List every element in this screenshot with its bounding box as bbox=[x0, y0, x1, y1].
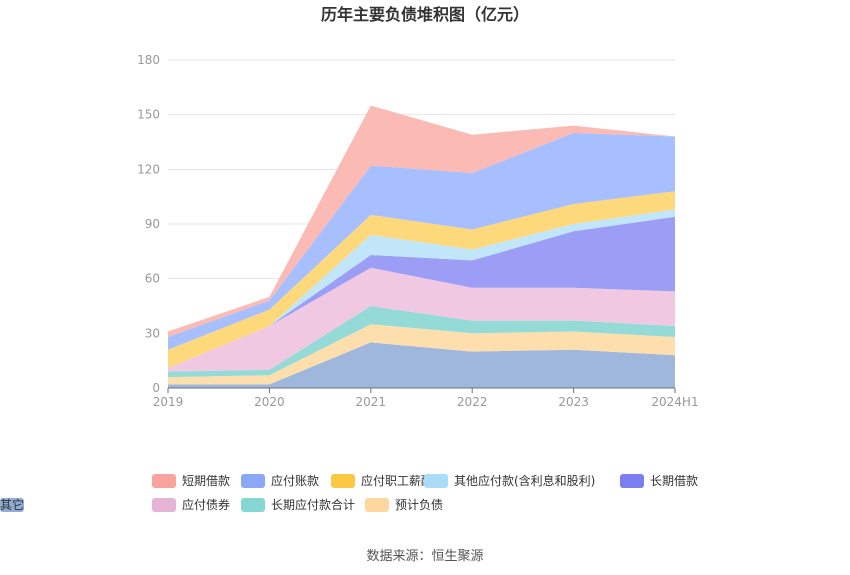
x-tick-label: 2022 bbox=[457, 395, 488, 409]
legend-label: 其他应付款(含利息和股利) bbox=[454, 473, 595, 488]
x-tick-label: 2020 bbox=[254, 395, 285, 409]
x-tick-label: 2024H1 bbox=[651, 395, 698, 409]
y-tick-label: 60 bbox=[145, 272, 160, 286]
legend-label: 预计负债 bbox=[395, 498, 443, 512]
y-tick-label: 150 bbox=[137, 108, 160, 122]
legend-item[interactable]: 应付职工薪酬 bbox=[331, 473, 433, 488]
legend-item[interactable]: 短期借款 bbox=[152, 474, 230, 488]
legend-swatch bbox=[241, 498, 265, 512]
area-长期借款 bbox=[168, 216, 675, 368]
y-tick-label: 90 bbox=[145, 217, 160, 231]
area-应付账款 bbox=[168, 132, 675, 350]
legend-label: 应付债券 bbox=[182, 497, 230, 512]
y-tick-label: 30 bbox=[145, 326, 160, 340]
axes: 0 30 60 90 120 150 180 2019 2020 2021 2022 2023 2024… bbox=[137, 53, 699, 409]
plot-area bbox=[168, 105, 675, 388]
y-tick-label: 0 bbox=[152, 381, 160, 395]
y-tick-label: 120 bbox=[137, 162, 160, 176]
area-预计负债 bbox=[168, 324, 675, 385]
area-应付债券 bbox=[168, 267, 675, 372]
legend-label: 短期借款 bbox=[182, 474, 230, 488]
legend-label: 应付职工薪酬 bbox=[361, 473, 433, 488]
legend-label: 其它 bbox=[0, 497, 24, 512]
legend-swatch bbox=[152, 498, 176, 512]
legend-item[interactable]: 应付债券 bbox=[152, 497, 230, 512]
area-应付职工薪酬 bbox=[168, 191, 675, 368]
area-短期借款 bbox=[168, 105, 675, 337]
y-tick-label: 180 bbox=[137, 53, 160, 67]
legend-item[interactable]: 长期应付款合计 bbox=[241, 497, 355, 512]
legend-swatch bbox=[365, 498, 389, 512]
legend-item[interactable]: 长期借款 bbox=[620, 474, 698, 488]
source-text: 数据来源：恒生聚源 bbox=[366, 549, 483, 564]
x-tick-label: 2023 bbox=[558, 395, 589, 409]
legend-label: 长期应付款合计 bbox=[271, 497, 355, 512]
legend-item[interactable]: 预计负债 bbox=[365, 498, 443, 512]
legend-swatch bbox=[424, 474, 448, 488]
legend-swatch bbox=[331, 474, 355, 488]
legend-item[interactable]: 其它 bbox=[0, 497, 24, 512]
legend-item[interactable]: 应付账款 bbox=[241, 473, 319, 488]
legend-swatch bbox=[152, 474, 176, 488]
legend-swatch bbox=[620, 474, 644, 488]
legend-swatch bbox=[241, 474, 265, 488]
legend-item[interactable]: 其他应付款(含利息和股利) bbox=[424, 473, 595, 488]
x-tick-label: 2019 bbox=[153, 395, 184, 409]
area-其它 bbox=[168, 342, 675, 388]
chart-title: 历年主要负债堆积图（亿元） bbox=[321, 5, 529, 24]
area-长期应付款合计 bbox=[168, 306, 675, 378]
legend-label: 长期借款 bbox=[650, 474, 698, 488]
x-tick-label: 2021 bbox=[356, 395, 387, 409]
legend-swatch bbox=[0, 498, 24, 512]
legend-label: 应付账款 bbox=[271, 473, 319, 488]
